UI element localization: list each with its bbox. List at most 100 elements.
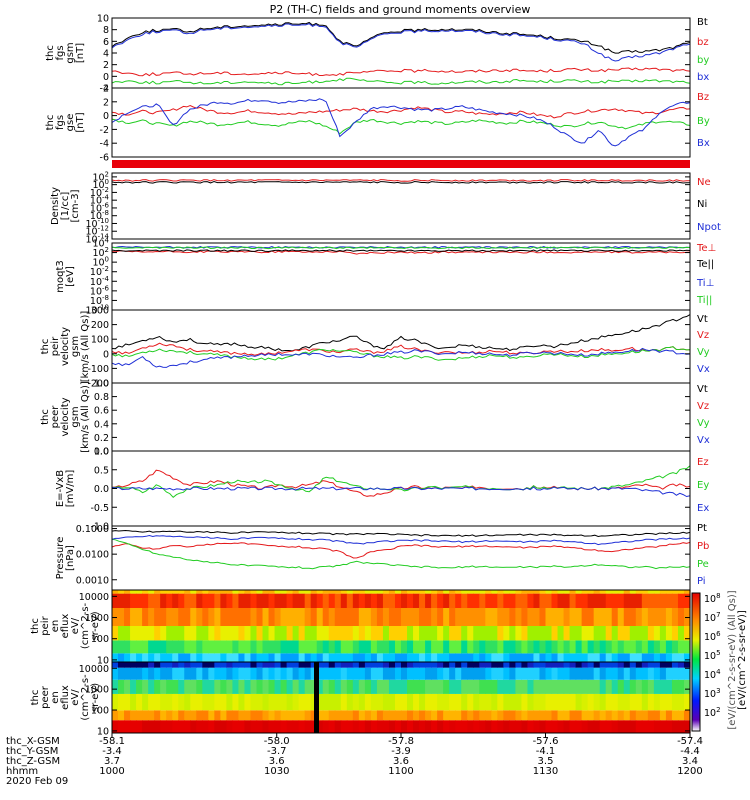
heatmap-cell — [376, 653, 384, 662]
heatmap-cell — [557, 710, 565, 721]
heatmap-cell — [515, 626, 523, 641]
heatmap-cell — [581, 710, 589, 721]
heatmap-cell — [136, 693, 143, 711]
heatmap-cell — [208, 653, 215, 662]
heatmap-cell — [401, 720, 408, 733]
heatmap-cell — [587, 626, 595, 641]
legend-Vy: Vy — [697, 347, 710, 358]
heatmap-cell — [401, 626, 408, 641]
heatmap-cell — [671, 653, 679, 662]
heatmap-cell — [202, 720, 209, 733]
heatmap-cell — [178, 653, 185, 662]
heatmap-cell — [334, 667, 342, 680]
heatmap-cell — [503, 693, 510, 711]
heatmap-cell — [340, 590, 348, 594]
heatmap-cell — [473, 593, 480, 608]
heatmap-cell — [346, 626, 354, 641]
heatmap-cell — [563, 590, 571, 594]
heatmap-cell — [394, 590, 402, 594]
heatmap-cell — [509, 662, 516, 668]
heatmap-cell — [521, 710, 529, 721]
heatmap-cell — [539, 720, 547, 733]
heatmap-cell — [190, 720, 197, 733]
heatmap-cell — [551, 710, 559, 721]
heatmap-cell — [647, 710, 655, 721]
heatmap-cell — [166, 608, 173, 626]
heatmap-cell — [298, 679, 306, 694]
heatmap-cell — [184, 626, 191, 641]
heatmap-cell — [292, 593, 300, 608]
y-tick-label: 0.2 — [94, 433, 109, 444]
heatmap-cell — [647, 608, 655, 626]
heatmap-cell — [226, 679, 234, 694]
heatmap-cell — [184, 640, 191, 654]
legend-Ey: Ey — [697, 480, 709, 491]
heatmap-cell — [557, 640, 565, 654]
heatmap-cell — [256, 667, 264, 680]
heatmap-cell — [659, 710, 667, 721]
heatmap-cell — [401, 667, 408, 680]
heatmap-cell — [557, 608, 565, 626]
heatmap-cell — [545, 590, 553, 594]
heatmap-cell — [425, 626, 432, 641]
heatmap-cell — [635, 679, 643, 694]
heatmap-cell — [473, 608, 480, 626]
y-axis-label: [nT] — [75, 43, 86, 63]
heatmap-cell — [665, 679, 673, 694]
heatmap-cell — [641, 608, 649, 626]
heatmap-cell — [683, 720, 691, 733]
heatmap-cell — [184, 593, 191, 608]
heatmap-cell — [112, 667, 119, 680]
heatmap-cell — [659, 720, 667, 733]
heatmap-cell — [629, 590, 637, 594]
heatmap-cell — [623, 662, 631, 668]
heatmap-cell — [388, 593, 396, 608]
heatmap-cell — [166, 626, 173, 641]
heatmap-cell — [196, 608, 203, 626]
y-tick-label: 2 — [103, 60, 109, 71]
heatmap-cell — [635, 662, 643, 668]
heatmap-cell — [557, 720, 565, 733]
heatmap-cell — [653, 593, 661, 608]
heatmap-cell — [623, 640, 631, 654]
heatmap-cell — [130, 593, 137, 608]
heatmap-cell — [118, 593, 125, 608]
heatmap-cell — [527, 679, 535, 694]
heatmap-cell — [587, 679, 595, 694]
heatmap-cell — [178, 693, 185, 711]
heatmap-cell — [413, 608, 420, 626]
heatmap-cell — [503, 710, 510, 721]
y-axis-label: fgs — [55, 115, 66, 130]
heatmap-cell — [515, 720, 523, 733]
colorbar-fill — [692, 593, 700, 731]
heatmap-cell — [635, 590, 643, 594]
heatmap-cell — [298, 662, 306, 668]
heatmap-cell — [268, 667, 276, 680]
heatmap-cell — [154, 679, 161, 694]
heatmap-cell — [521, 720, 529, 733]
heatmap-cell — [118, 608, 125, 626]
heatmap-cell — [136, 590, 143, 594]
heatmap-cell — [238, 590, 246, 594]
heatmap-cell — [683, 590, 691, 594]
heatmap-cell — [575, 590, 583, 594]
heatmap-cell — [166, 640, 173, 654]
heatmap-cell — [443, 679, 450, 694]
heatmap-cell — [208, 608, 215, 626]
heatmap-cell — [623, 608, 631, 626]
heatmap-cell — [340, 720, 348, 733]
heatmap-cell — [419, 653, 426, 662]
heatmap-cell — [467, 679, 474, 694]
colorbar-tick-label: 106 — [704, 630, 721, 643]
heatmap-cell — [455, 679, 462, 694]
heatmap-cell — [160, 626, 167, 641]
heatmap-cell — [238, 608, 246, 626]
heatmap-cell — [130, 662, 137, 668]
heatmap-cell — [569, 626, 577, 641]
heatmap-cell — [593, 593, 601, 608]
legend-Ti||: Ti|| — [696, 295, 712, 306]
heatmap-cell — [370, 662, 378, 668]
heatmap-cell — [647, 662, 655, 668]
heatmap-cell — [340, 626, 348, 641]
